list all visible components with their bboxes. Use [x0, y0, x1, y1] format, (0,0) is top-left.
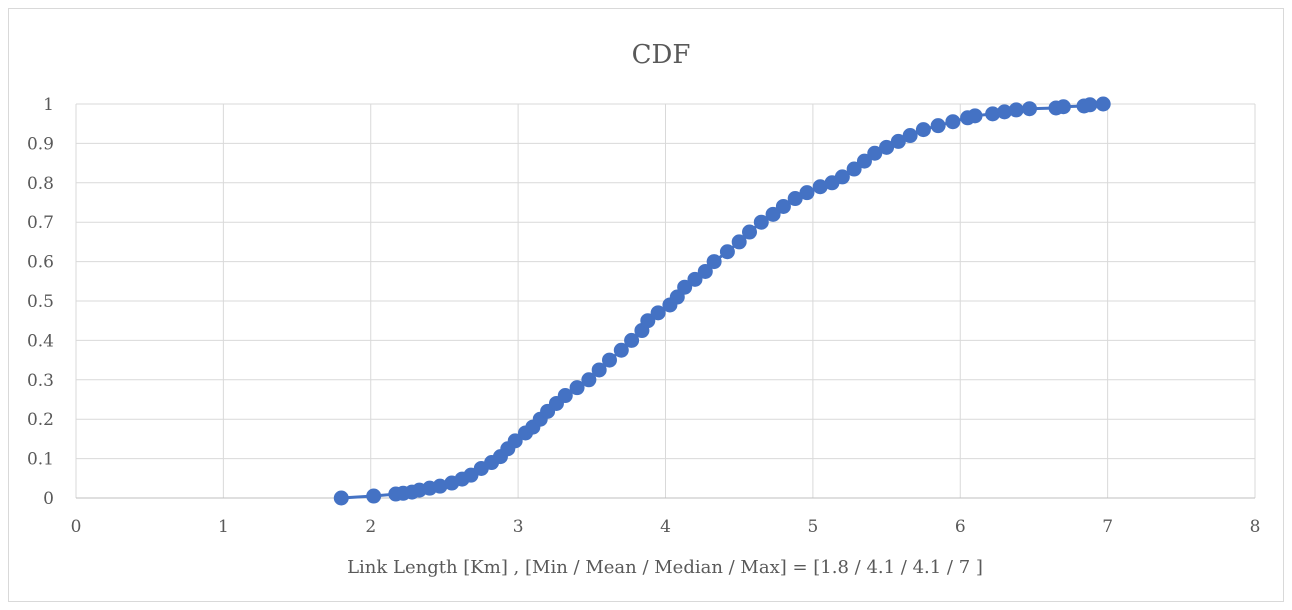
data-point	[731, 234, 747, 250]
data-point	[765, 206, 781, 222]
data-point	[1008, 102, 1024, 118]
data-point	[1095, 96, 1111, 112]
x-tick-label: 2	[365, 517, 376, 537]
y-tick-label: 0.5	[27, 292, 54, 312]
data-point	[930, 118, 946, 134]
data-point	[945, 114, 961, 130]
y-tick-label: 0.7	[27, 213, 54, 233]
data-point	[366, 488, 382, 504]
data-point	[856, 153, 872, 169]
x-tick-label: 3	[513, 517, 524, 537]
chart-title: CDF	[632, 40, 691, 70]
data-point	[677, 279, 693, 295]
data-point	[507, 433, 523, 449]
data-point	[650, 305, 666, 321]
y-tick-label: 0.3	[27, 371, 54, 391]
data-point	[902, 128, 918, 144]
data-point	[799, 185, 815, 201]
data-point	[1055, 99, 1071, 115]
data-point	[1022, 101, 1038, 117]
data-point	[890, 133, 906, 149]
x-tick-label: 0	[71, 517, 82, 537]
x-tick-label: 4	[660, 517, 671, 537]
y-tick-label: 0.8	[27, 174, 54, 194]
x-tick-labels: 0 1 2 3 4 5 6 7 8	[71, 517, 1261, 537]
data-point	[775, 198, 791, 214]
y-tick-label: 0.4	[27, 331, 54, 351]
x-tick-label: 5	[807, 517, 818, 537]
data-point	[697, 263, 713, 279]
x-axis-label: Link Length [Km] , [Min / Mean / Median …	[347, 557, 983, 578]
y-tick-label: 0.9	[27, 134, 54, 154]
y-tick-label: 0.1	[27, 450, 54, 470]
series-cdf	[333, 96, 1111, 506]
y-tick-label: 0.6	[27, 253, 54, 273]
data-point	[624, 332, 640, 348]
data-point	[967, 108, 983, 124]
data-point	[591, 362, 607, 378]
data-point	[846, 161, 862, 177]
data-point	[581, 372, 597, 388]
data-point	[867, 145, 883, 161]
x-tick-label: 8	[1250, 517, 1261, 537]
data-point	[742, 224, 758, 240]
data-point	[915, 122, 931, 138]
y-tick-label: 0	[43, 489, 54, 509]
data-point	[557, 388, 573, 404]
x-tick-label: 7	[1102, 517, 1113, 537]
data-point	[569, 380, 585, 396]
data-point	[613, 342, 629, 358]
y-tick-label: 1	[43, 95, 54, 115]
data-point	[834, 169, 850, 185]
data-point	[753, 214, 769, 230]
data-point	[687, 271, 703, 287]
data-point	[879, 139, 895, 155]
x-tick-label: 6	[955, 517, 966, 537]
y-tick-labels: 0 0.1 0.2 0.3 0.4 0.5 0.6 0.7 0.8 0.9 1	[27, 95, 54, 509]
data-point	[601, 352, 617, 368]
data-point	[719, 244, 735, 260]
data-point	[787, 191, 803, 207]
data-point	[333, 490, 349, 506]
data-point	[640, 313, 656, 329]
gridlines	[75, 103, 1256, 498]
data-point	[1082, 97, 1098, 113]
y-tick-label: 0.2	[27, 410, 54, 430]
x-tick-label: 1	[218, 517, 229, 537]
data-point	[706, 254, 722, 270]
